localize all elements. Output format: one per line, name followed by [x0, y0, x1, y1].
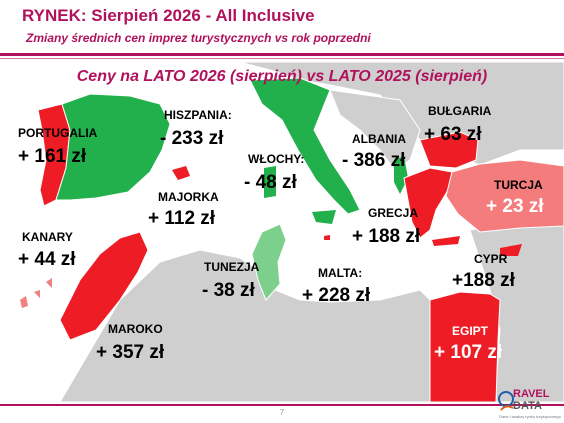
label-malta-name: MALTA: — [318, 266, 363, 280]
label-canary-change: + 44 zł — [18, 249, 76, 270]
turkey-shape — [445, 159, 564, 233]
label-italy-name: WŁOCHY: — [248, 152, 305, 166]
label-egypt-change: + 107 zł — [434, 342, 503, 363]
label-turkey-change: + 23 zł — [486, 196, 544, 217]
label-bulgaria-name: BUŁGARIA — [428, 104, 492, 118]
label-mallorca-change: + 112 zł — [148, 208, 216, 229]
header-divider — [0, 53, 564, 56]
label-spain-change: - 233 zł — [160, 128, 224, 149]
label-greece-name: GRECJA — [368, 206, 419, 220]
crete-shape — [432, 236, 460, 246]
page-title: RYNEK: Sierpień 2026 - All Inclusive — [22, 6, 315, 25]
bulgaria-shape — [419, 131, 479, 169]
map-title: Ceny na LATO 2026 (sierpień) vs LATO 202… — [76, 68, 488, 85]
logo-tagline: Dane i analizy rynku turystycznego — [499, 414, 561, 419]
label-egypt-name: EGIPT — [452, 324, 489, 338]
label-cyprus-name: CYPR — [474, 252, 508, 266]
page-subtitle: Zmiany średnich cen imprez turystycznych… — [26, 31, 371, 45]
label-canary-name: KANARY — [22, 230, 73, 244]
label-albania-name: ALBANIA — [352, 132, 406, 146]
label-tunisia-change: - 38 zł — [202, 280, 255, 301]
label-albania-change: - 386 zł — [342, 150, 406, 171]
logo-text-line1: RAVEL — [513, 388, 550, 400]
tunisia-shape — [251, 223, 287, 301]
spain-shape — [55, 93, 171, 201]
map — [0, 62, 564, 402]
travel-data-logo: RAVEL DATA Dane i analizy rynku turystyc… — [497, 388, 561, 420]
header-divider-thin — [0, 58, 564, 59]
label-portugal-change: + 161 zł — [18, 146, 87, 167]
sicily-shape — [312, 210, 336, 224]
label-greece-change: + 188 zł — [352, 226, 421, 247]
italy-shape — [249, 77, 361, 215]
label-portugal-name: PORTUGALIA — [18, 126, 98, 140]
label-spain-name: HISZPANIA: — [164, 108, 232, 122]
label-bulgaria-change: + 63 zł — [424, 124, 482, 145]
label-cyprus-change: +188 zł — [452, 270, 515, 291]
sardinia-shape — [264, 166, 276, 198]
north-africa-land — [59, 249, 431, 402]
label-morocco-change: + 357 zł — [96, 342, 165, 363]
malta-shape — [324, 235, 330, 240]
egypt-shape — [429, 291, 501, 402]
cyprus-shape — [500, 244, 522, 256]
logo-text-line2: DATA — [513, 400, 542, 412]
header: RYNEK: Sierpień 2026 - All Inclusive Zmi… — [0, 0, 564, 56]
label-mallorca-name: MAJORKA — [158, 190, 219, 204]
label-turkey-name: TURCJA — [494, 178, 543, 192]
label-tunisia-name: TUNEZJA — [204, 260, 260, 274]
canary-shape — [20, 278, 52, 308]
label-malta-change: + 228 zł — [302, 285, 371, 306]
footer-divider — [0, 404, 564, 406]
label-morocco-name: MAROKO — [108, 322, 163, 336]
mallorca-shape — [172, 166, 190, 180]
logo-globe-icon — [498, 391, 514, 411]
greece-shape — [403, 167, 453, 239]
label-italy-change: - 48 zł — [244, 172, 297, 193]
albania-shape — [394, 156, 408, 194]
page-number: 7 — [279, 408, 285, 417]
morocco-shape — [59, 231, 149, 341]
